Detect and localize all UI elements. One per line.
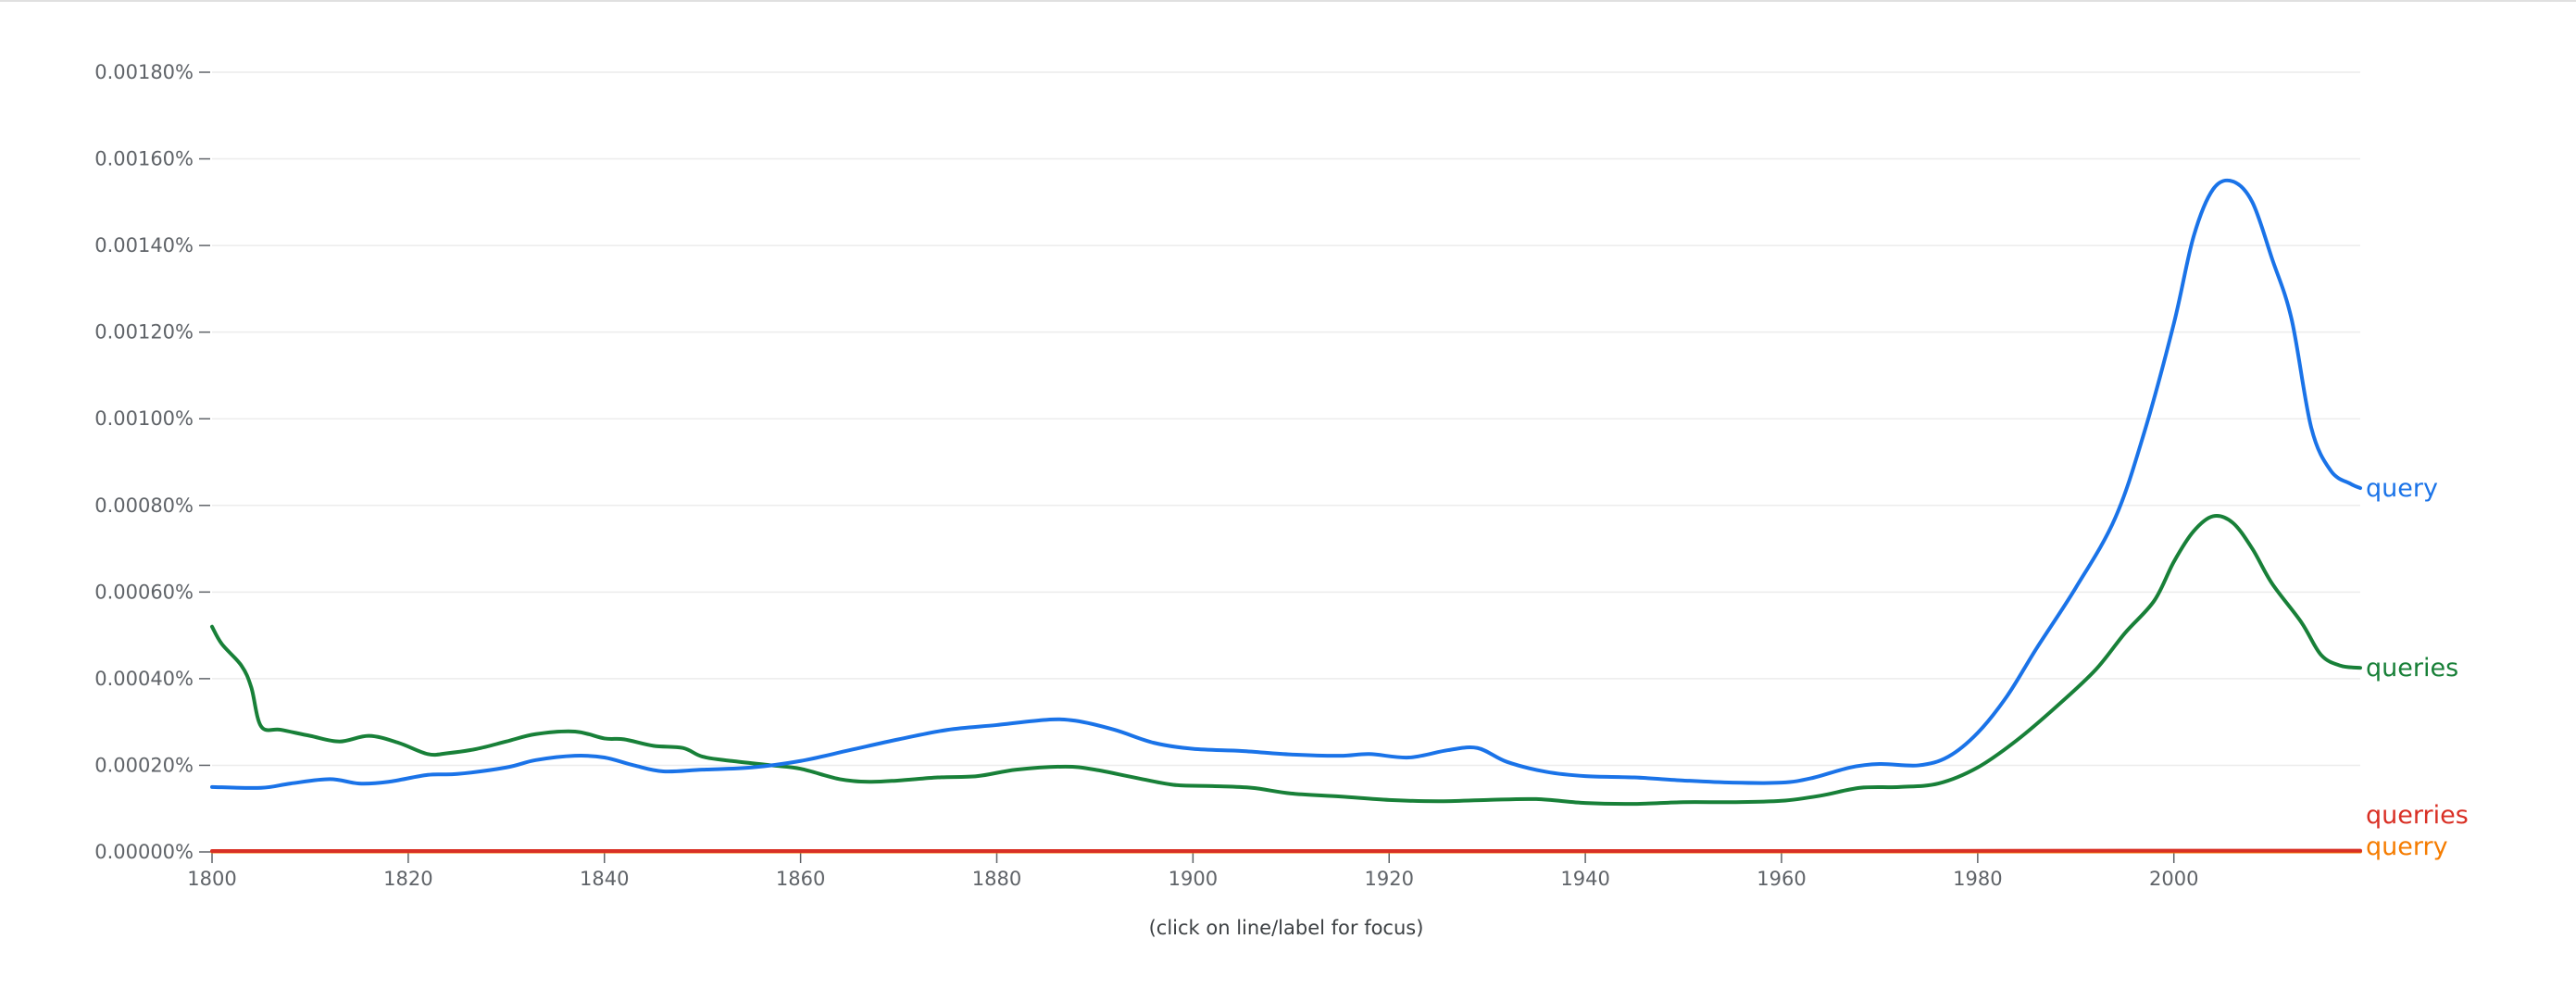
series-line-query[interactable] — [210, 178, 2362, 790]
y-tick-label: 0.00080% — [94, 494, 194, 517]
y-tick-label: 0.00000% — [94, 841, 194, 863]
x-tick-label: 1940 — [1560, 868, 1609, 890]
y-axis: 0.00000% 0.00020% 0.00040% 0.00060% 0.00080%… — [94, 61, 210, 863]
y-tick-label: 0.00120% — [94, 321, 194, 344]
x-axis: 1800 1820 1840 1860 1880 1900 1920 1940 1960 1980… — [187, 851, 2360, 890]
y-tick-label: 0.00020% — [94, 754, 194, 776]
series-line-querries[interactable] — [210, 848, 2362, 854]
series-label-querry[interactable]: querry — [2366, 833, 2448, 861]
x-tick-label: 1800 — [187, 868, 236, 890]
y-tick-label: 0.00040% — [94, 668, 194, 690]
x-tick-label: 1840 — [580, 868, 629, 890]
y-tick-label: 0.00140% — [94, 234, 194, 257]
y-tick-label: 0.00160% — [94, 148, 194, 170]
y-tick-label: 0.00060% — [94, 581, 194, 603]
top-border — [0, 0, 2576, 2]
focus-hint-note: (click on line/label for focus) — [1149, 917, 1424, 939]
series-line-queries[interactable] — [210, 514, 2362, 807]
series-labels: query queries querries querry — [2366, 474, 2469, 861]
series-label-query[interactable]: query — [2366, 474, 2438, 503]
y-tick-label: 0.00100% — [94, 407, 194, 430]
x-tick-label: 1820 — [383, 868, 432, 890]
x-tick-label: 1880 — [972, 868, 1021, 890]
series-layer — [210, 178, 2362, 854]
x-tick-label: 1900 — [1169, 868, 1218, 890]
x-tick-label: 1920 — [1365, 868, 1414, 890]
x-tick-label: 1860 — [776, 868, 825, 890]
y-tick-label: 0.00180% — [94, 61, 194, 83]
series-label-querries[interactable]: querries — [2366, 801, 2469, 830]
x-tick-label: 1960 — [1757, 868, 1806, 890]
x-tick-label: 2000 — [2149, 868, 2198, 890]
series-label-queries[interactable]: queries — [2366, 654, 2458, 682]
x-tick-label: 1980 — [1953, 868, 2002, 890]
grid-layer — [212, 71, 2360, 767]
